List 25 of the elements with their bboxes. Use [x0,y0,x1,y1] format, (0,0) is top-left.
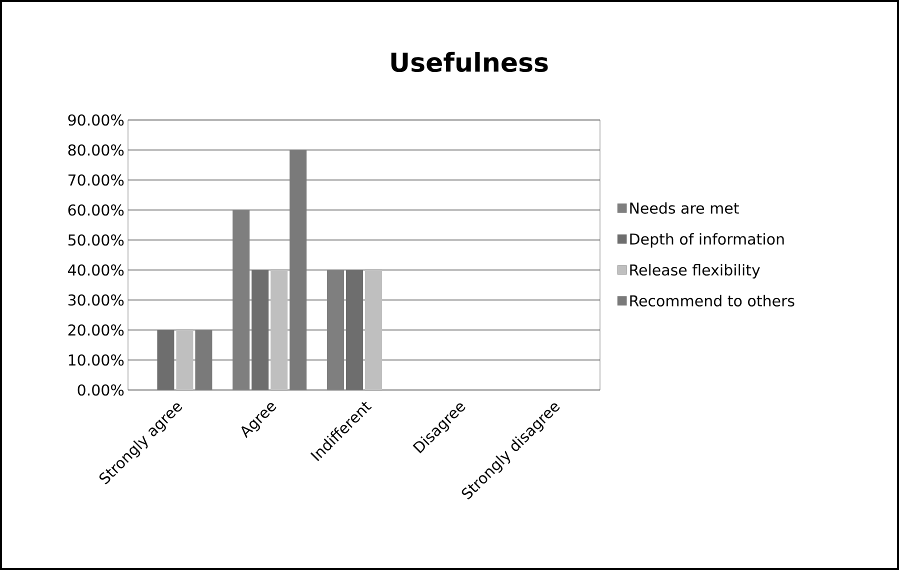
y-tick-label: 80.00% [68,144,124,156]
y-tick-label: 70.00% [68,174,124,186]
y-tick-label: 40.00% [68,264,124,276]
bar [176,330,194,390]
bar [327,270,344,390]
bar [270,270,288,390]
bar [346,270,363,390]
legend-label: Depth of information [630,233,784,248]
y-tick-label: 10.00% [68,354,124,366]
y-tick-label: 50.00% [68,234,124,246]
y-tick-label: 60.00% [68,204,124,216]
legend-label: Release flexibility [630,264,760,279]
bar [290,150,307,390]
y-tick-label: 0.00% [78,384,124,396]
legend-label: Needs are met [630,202,739,214]
bar [157,330,174,390]
legend-label: Recommend to others [630,294,794,307]
y-tick-label: 90.00% [68,114,124,126]
y-tick-label: 20.00% [68,324,124,336]
bar [232,210,250,390]
chart-title: Usefulness [391,52,548,72]
y-tick-label: 30.00% [68,294,124,306]
bar [365,270,382,390]
bar [252,270,269,390]
bar [195,330,212,390]
